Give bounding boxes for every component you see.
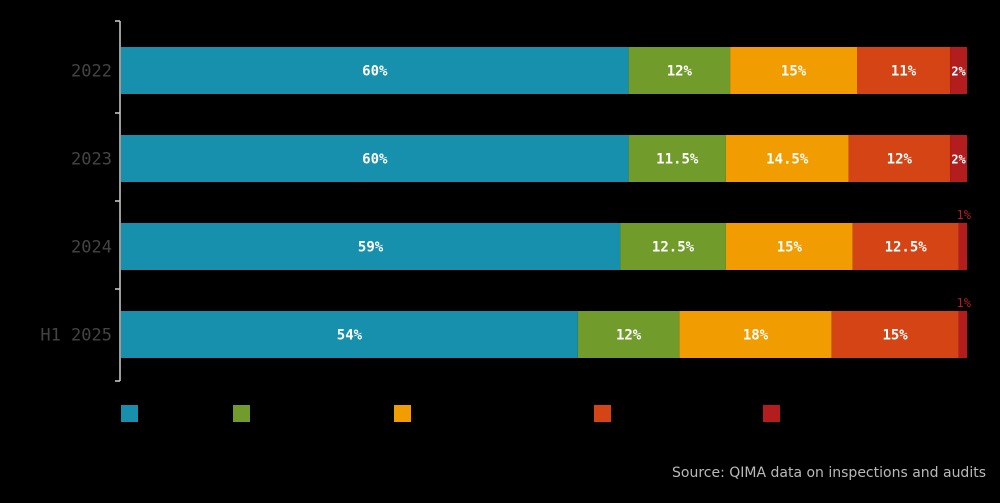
bar-segment	[577, 311, 680, 358]
data-label: 12%	[667, 64, 693, 80]
legend-swatch	[394, 405, 411, 422]
data-label: 2%	[951, 153, 966, 167]
bar-segment	[950, 135, 967, 182]
bar-segment	[121, 135, 629, 182]
data-label: 18%	[743, 328, 769, 344]
data-label: 59%	[358, 240, 384, 256]
bar-segment	[121, 223, 621, 270]
data-label: 15%	[777, 240, 803, 256]
data-label: 14.5%	[766, 152, 809, 168]
legend-swatch	[233, 405, 250, 422]
bar-segment	[730, 47, 858, 94]
bar-segment	[857, 47, 951, 94]
category-label: 2022	[71, 62, 112, 82]
bar-segment	[121, 311, 578, 358]
bar-segment	[620, 223, 726, 270]
data-label: 11.5%	[656, 152, 699, 168]
data-label: 15%	[781, 64, 807, 80]
data-label: 12.5%	[885, 240, 928, 256]
bar-segment	[628, 135, 726, 182]
data-label: 15%	[882, 328, 908, 344]
data-label: 11%	[891, 64, 917, 80]
bar-segment	[831, 311, 959, 358]
category-label: 2024	[71, 238, 112, 258]
data-label: 12%	[887, 152, 913, 168]
legend-swatch	[121, 405, 138, 422]
bar-segment	[958, 311, 967, 358]
category-label: H1 2025	[40, 326, 112, 346]
bar-segment	[121, 47, 629, 94]
bar-segment	[725, 135, 849, 182]
data-label: 60%	[362, 64, 388, 80]
data-label: 2%	[951, 65, 966, 79]
bar-segment	[725, 223, 853, 270]
data-label: 60%	[362, 152, 388, 168]
source-note: Source: QIMA data on inspections and aud…	[672, 465, 986, 481]
bar-segment	[848, 135, 951, 182]
data-label: 1%	[957, 208, 972, 222]
bar-segment	[950, 47, 967, 94]
legend-swatch	[594, 405, 611, 422]
bar-segment	[628, 47, 731, 94]
bar-segment	[958, 223, 967, 270]
legend-swatch	[763, 405, 780, 422]
bar-segment	[852, 223, 959, 270]
data-label: 12%	[616, 328, 642, 344]
data-label: 54%	[337, 328, 363, 344]
data-label: 12.5%	[652, 240, 695, 256]
bar-segment	[679, 311, 832, 358]
data-label: 1%	[957, 296, 972, 310]
category-label: 2023	[71, 150, 112, 170]
